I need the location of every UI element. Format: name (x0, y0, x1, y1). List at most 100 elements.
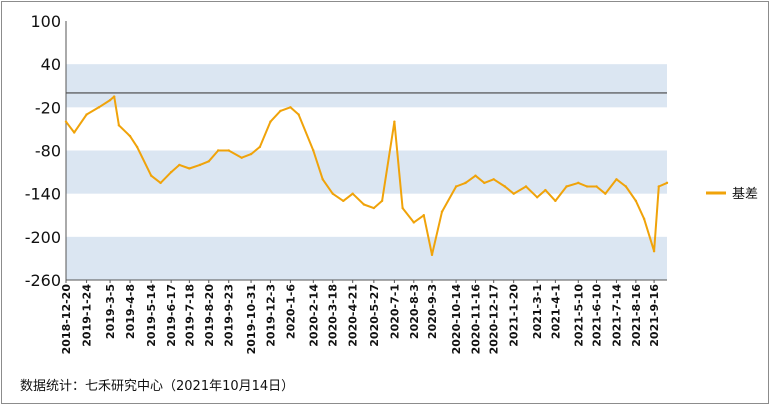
x-tick-label: 2020-12-17 (488, 284, 501, 354)
x-tick-label: 2019-12-3 (264, 284, 277, 347)
shaded-band (66, 150, 667, 194)
data-point (642, 217, 646, 221)
y-tick-label: 40 (41, 55, 61, 74)
x-tick-label: 2020-5-27 (368, 284, 381, 347)
data-point (312, 149, 315, 152)
data-point (240, 156, 243, 159)
data-point (503, 185, 507, 188)
x-tick-label: 2020-4-21 (347, 284, 360, 347)
data-point (652, 250, 656, 253)
data-point (227, 149, 230, 152)
x-tick-label: 2019-1-24 (81, 284, 94, 347)
x-tick-label: 2019-10-31 (245, 284, 258, 354)
data-point (595, 185, 598, 188)
data-point (249, 152, 253, 156)
data-point (342, 199, 345, 203)
data-point (474, 174, 477, 177)
data-point (380, 199, 384, 203)
data-point (169, 170, 173, 174)
x-tick-label: 2021-6-10 (591, 284, 604, 347)
x-tick-label: 2019-7-18 (183, 284, 196, 347)
data-point (430, 253, 434, 257)
data-point (159, 181, 162, 185)
axes (65, 21, 667, 281)
x-tick-label: 2020-2-14 (307, 284, 320, 347)
x-tick-label: 2020-9-3 (426, 284, 439, 339)
data-point (615, 178, 618, 181)
x-tick-label: 2020-8-3 (408, 284, 421, 339)
x-tick-label: 2021-5-10 (572, 284, 585, 347)
shaded-bands (66, 64, 667, 280)
data-point (279, 109, 282, 113)
data-point (412, 221, 415, 224)
data-point (108, 98, 112, 102)
data-point (258, 145, 262, 149)
data-point (535, 196, 539, 199)
y-tick-label: 100 (30, 12, 61, 31)
data-point (634, 199, 638, 203)
shaded-band (66, 64, 667, 108)
legend-label: 基差 (732, 187, 758, 202)
data-point (351, 192, 354, 195)
data-point (624, 185, 628, 188)
x-tick-label: 2021-9-16 (648, 284, 661, 347)
data-point (657, 185, 660, 188)
x-tick-label: 2019-4-8 (124, 284, 137, 339)
x-tick-label: 2021-1-20 (508, 284, 521, 347)
x-tick-label: 2019-6-17 (165, 284, 178, 347)
data-point (440, 210, 444, 213)
x-tick-label: 2021-3-1 (531, 284, 544, 339)
data-point (207, 160, 210, 163)
data-point (188, 167, 191, 170)
data-point (178, 163, 181, 167)
x-tick-label: 2019-3-5 (104, 284, 117, 339)
data-point (216, 149, 220, 152)
x-axis-ticks: 2018-12-20 2019-1-24 2019-3-5 2019-4-8 2019-… (60, 280, 661, 354)
x-tick-label: 2021-4-1 (549, 284, 562, 339)
x-tick-label: 2020-11-16 (469, 284, 482, 355)
data-point (128, 134, 132, 138)
data-point (64, 120, 68, 123)
data-point (112, 95, 116, 98)
data-point (73, 131, 76, 134)
y-axis-ticks: 100 40 -20 -80 -140 -200 -260 (25, 12, 61, 290)
x-tick-label: 2020-10-14 (450, 284, 463, 355)
x-tick-label: 2019-8-20 (203, 284, 216, 347)
data-point (577, 181, 580, 185)
x-tick-label: 2020-3-18 (327, 284, 340, 347)
data-point (85, 113, 88, 116)
x-tick-label: 2020-7-1 (388, 284, 401, 339)
data-point (585, 185, 589, 188)
x-tick-label: 2019-5-14 (145, 284, 158, 347)
source-note: 数据统计：七禾研究中心（2021年10月14日） (20, 379, 295, 394)
shaded-band (66, 236, 667, 280)
data-point (331, 192, 334, 195)
data-point (422, 214, 425, 217)
data-point (492, 178, 495, 181)
y-tick-label: -140 (25, 185, 61, 204)
data-point (464, 181, 467, 185)
y-tick-label: -80 (35, 142, 61, 161)
x-tick-label: 2021-7-14 (610, 284, 623, 347)
y-tick-label: -200 (25, 228, 61, 247)
data-point (372, 206, 376, 210)
series-line-basis (65, 95, 668, 256)
data-point (401, 206, 404, 210)
data-point (269, 120, 272, 123)
legend[interactable]: 基差 (706, 187, 758, 202)
data-point (289, 106, 292, 109)
data-point (149, 174, 153, 177)
data-point (117, 124, 121, 127)
data-point (604, 192, 607, 195)
data-point (524, 185, 528, 188)
data-point (321, 178, 324, 181)
x-tick-label: 2021-8-16 (630, 284, 643, 347)
data-point (97, 106, 101, 109)
x-tick-label: 2018-12-20 (60, 284, 73, 355)
data-point (362, 203, 366, 206)
x-tick-label: 2019-9-23 (223, 284, 236, 347)
data-point (512, 192, 515, 195)
data-point (483, 181, 486, 185)
data-point (198, 163, 202, 167)
